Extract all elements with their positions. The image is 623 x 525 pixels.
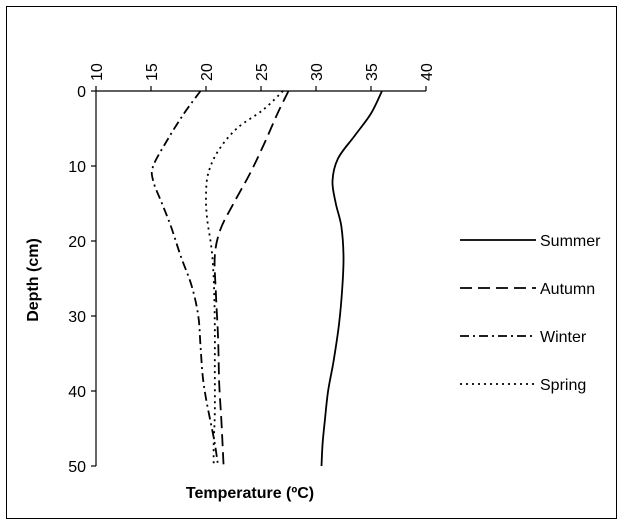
x-tick-label: 35: [364, 63, 381, 81]
series-line-summer: [320, 90, 383, 467]
x-tick-label: 40: [419, 63, 436, 81]
series-line-autumn: [213, 90, 290, 467]
x-tick-label: 20: [199, 63, 216, 81]
y-tick-label: 10: [68, 159, 86, 176]
y-tick-label: 40: [68, 384, 86, 401]
x-tick-label: 10: [89, 63, 106, 81]
x-tick-label: 15: [144, 63, 161, 81]
legend-label-winter: Winter: [540, 329, 587, 346]
legend-label-autumn: Autumn: [540, 281, 595, 298]
y-ticks: 0 10 20 30 40 50: [68, 84, 96, 476]
series-lines: [150, 90, 383, 467]
y-tick-label: 30: [68, 309, 86, 326]
x-axis-label: Temperature (ºC): [186, 485, 314, 502]
y-tick-label: 20: [68, 234, 86, 251]
y-tick-label: 50: [68, 459, 86, 476]
y-tick-label: 0: [77, 84, 86, 101]
legend: Summer Autumn Winter Spring: [460, 233, 601, 394]
legend-label-summer: Summer: [540, 233, 601, 250]
x-tick-label: 30: [309, 63, 326, 81]
y-axis-label: Depth (cm): [25, 238, 42, 322]
x-tick-label: 25: [254, 63, 271, 81]
x-ticks: 10 15 20 25 30 35 40: [89, 63, 436, 91]
legend-label-spring: Spring: [540, 377, 586, 394]
outer-border: [6, 6, 617, 519]
